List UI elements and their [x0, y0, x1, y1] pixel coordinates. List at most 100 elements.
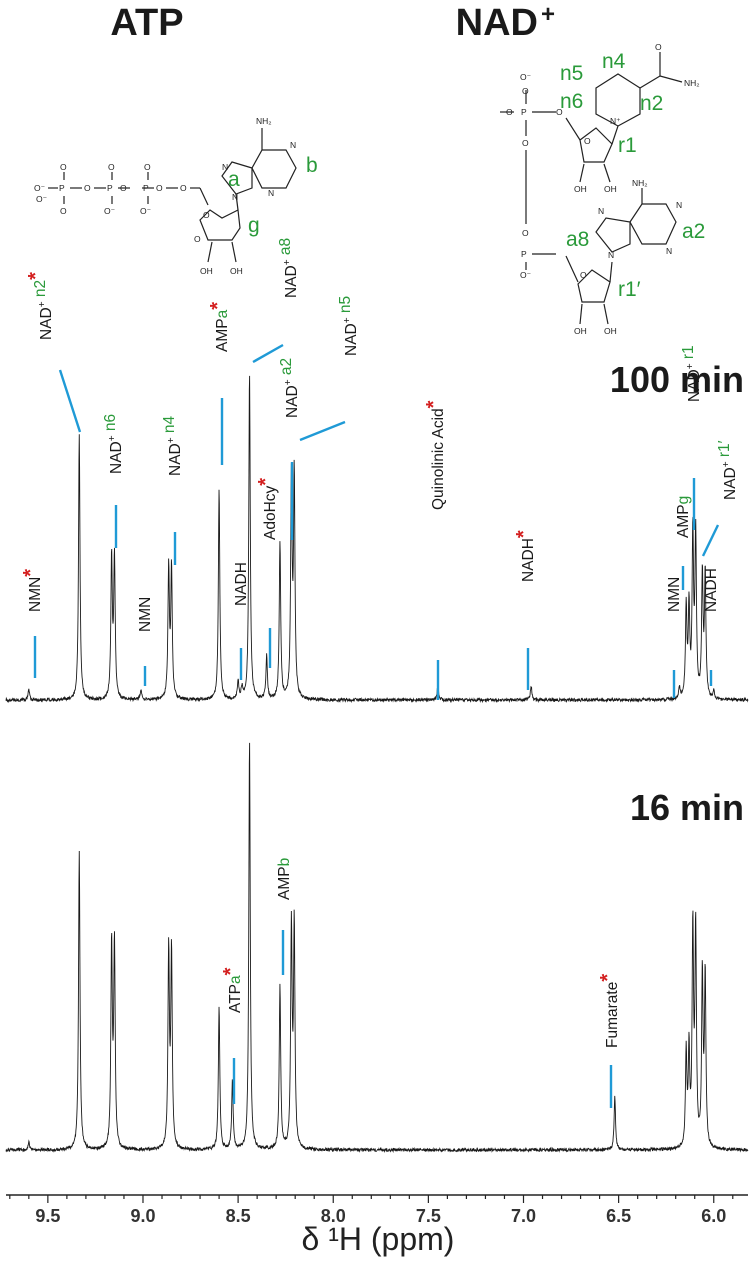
svg-text:O: O: [84, 183, 91, 193]
x-axis-title: δ ¹H (ppm): [302, 1221, 455, 1257]
nad-title: NAD: [456, 2, 538, 44]
svg-text:OH: OH: [200, 266, 213, 276]
x-tick-label: 9.5: [35, 1206, 60, 1226]
atp-title: ATP: [110, 2, 183, 44]
label-100-ampg: AMPg: [675, 496, 692, 538]
label-16-fumarate: Fumarate*: [597, 974, 621, 1048]
svg-text:O⁻: O⁻: [140, 206, 152, 216]
label-100-nmn: NMN*: [20, 569, 44, 612]
svg-text:N: N: [222, 162, 228, 172]
atp-site-a: a: [228, 168, 240, 191]
svg-text:O: O: [655, 42, 662, 52]
peak-leaders: [33, 343, 720, 1108]
svg-text:N: N: [676, 200, 682, 210]
label-100-adohcy: AdoHcy*: [255, 478, 279, 540]
svg-text:OH: OH: [574, 326, 587, 336]
svg-text:N: N: [608, 250, 614, 260]
nad-structure: [500, 52, 683, 325]
spectrum-trace-100min: [5, 375, 749, 704]
spectrum-trace-16min: [5, 742, 749, 1154]
svg-text:O: O: [108, 162, 115, 172]
time-label-100min: 100 min: [610, 359, 744, 400]
nad-site-a8: a8: [566, 228, 589, 251]
svg-text:P: P: [107, 183, 113, 193]
svg-text:N: N: [268, 188, 274, 198]
svg-text:O⁻: O⁻: [104, 206, 116, 216]
svg-text:NH₂: NH₂: [684, 78, 700, 88]
svg-text:O: O: [60, 162, 67, 172]
x-tick-label: 7.5: [416, 1206, 441, 1226]
label-100-nad-r1: NAD+ r1: [680, 345, 703, 402]
svg-text:OH: OH: [574, 184, 587, 194]
svg-text:O: O: [580, 270, 587, 280]
label-16-atpa: ATPa*: [220, 967, 244, 1013]
x-tick-label: 7.0: [511, 1206, 536, 1226]
svg-text:O⁻: O⁻: [520, 270, 532, 280]
label-100-nad-n4: NAD+ n4: [161, 415, 184, 476]
svg-text:NH₂: NH₂: [632, 178, 648, 188]
nad-site-r1prime: r1′: [618, 278, 641, 301]
svg-text:NH₂: NH₂: [256, 116, 272, 126]
atp-atom-labels: O⁻ O O O P O O O⁻ O⁻ P O O O⁻ P O O N N …: [34, 116, 296, 276]
nad-site-r1: r1: [618, 134, 637, 157]
svg-text:OH: OH: [230, 266, 243, 276]
svg-text:O⁻: O⁻: [34, 183, 46, 193]
x-tick-label: 8.5: [226, 1206, 251, 1226]
svg-text:O: O: [180, 183, 187, 193]
svg-text:O: O: [522, 86, 529, 96]
label-100-ampa: AMPa*: [207, 302, 231, 352]
svg-text:O: O: [506, 107, 513, 117]
label-100-quinolinic-acid: Quinolinic Acid*: [423, 400, 447, 510]
label-100-nad-r1-: NAD+ r1′: [716, 440, 739, 500]
svg-text:O: O: [194, 234, 201, 244]
svg-text:O: O: [556, 107, 563, 117]
nad-site-a2: a2: [682, 220, 705, 243]
svg-text:N: N: [290, 140, 296, 150]
label-100-nadh: NADH: [233, 562, 250, 606]
label-100-nad-n2: NAD+ n2*: [25, 272, 55, 340]
svg-text:O: O: [120, 183, 127, 193]
svg-text:P: P: [521, 107, 527, 117]
svg-text:O⁻: O⁻: [520, 72, 532, 82]
svg-text:O: O: [60, 206, 67, 216]
nad-site-n6: n6: [560, 90, 583, 113]
svg-text:P: P: [59, 183, 65, 193]
x-tick-label: 9.0: [130, 1206, 155, 1226]
atp-site-b: b: [306, 154, 318, 177]
svg-text:N: N: [598, 206, 604, 216]
svg-text:O: O: [584, 136, 591, 146]
svg-text:O: O: [144, 162, 151, 172]
label-100-nad-n6: NAD+ n6: [102, 414, 125, 474]
nad-title-superscript: +: [541, 1, 555, 28]
x-tick-label: 8.0: [321, 1206, 346, 1226]
x-tick-label: 6.0: [701, 1206, 726, 1226]
svg-text:OH: OH: [604, 184, 617, 194]
svg-text:P: P: [143, 183, 149, 193]
atp-site-g: g: [248, 214, 260, 237]
nad-site-n4: n4: [602, 50, 626, 73]
svg-text:N⁺: N⁺: [610, 116, 621, 126]
leader-100-nad-n5: [299, 420, 346, 442]
nad-site-n5: n5: [560, 62, 583, 85]
time-label-16min: 16 min: [630, 787, 744, 828]
svg-text:O⁻: O⁻: [36, 194, 48, 204]
leader-100-nad-r1-: [701, 524, 720, 557]
svg-text:O: O: [522, 228, 529, 238]
label-100-nmn: NMN: [666, 577, 683, 612]
svg-text:O: O: [203, 210, 210, 220]
label-100-nadh: NADH*: [513, 530, 537, 582]
label-100-nad-a8: NAD+ a8: [277, 238, 300, 298]
svg-text:P: P: [521, 249, 527, 259]
svg-text:O: O: [522, 138, 529, 148]
svg-text:N: N: [232, 192, 238, 202]
nad-atom-labels: O⁻ O P O O O P O O⁻ N⁺ O NH₂ O OH OH NH₂…: [506, 42, 700, 336]
label-100-nad-n5: NAD+ n5: [337, 296, 360, 356]
label-16-ampb: AMPb: [276, 858, 293, 900]
atp-structure: [48, 128, 297, 263]
svg-text:OH: OH: [604, 326, 617, 336]
x-tick-label: 6.5: [606, 1206, 631, 1226]
svg-text:N: N: [666, 246, 672, 256]
leader-100-nad-a8: [252, 343, 284, 364]
